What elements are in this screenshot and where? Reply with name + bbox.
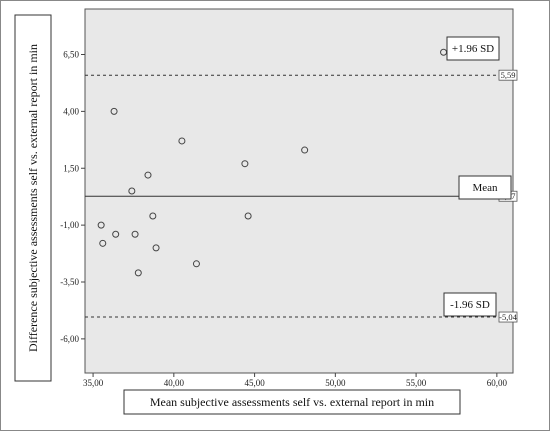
upper-sd-label: +1.96 SD [452,43,494,55]
y-axis-title: Difference subjective assessments self v… [26,44,40,352]
mean-label: Mean [472,182,498,194]
data-point [134,269,142,277]
y-tick-label: -3,50 [60,277,79,287]
x-axis-ticks: 35,00 40,00 45,00 50,00 55,00 60,00 [83,373,508,388]
data-point [178,137,186,145]
plot-area [84,8,514,374]
data-point [241,160,249,168]
data-point [192,260,200,268]
y-tick-label: 1,50 [63,163,79,173]
data-point [244,212,252,220]
data-point [131,230,139,238]
x-tick-label: 50,00 [325,378,346,388]
y-tick-label: -6,00 [60,334,79,344]
x-tick-label: 55,00 [406,378,427,388]
lower-sd-annotation: -1.96 SD [443,292,497,317]
data-point [301,146,309,154]
reference-value-box [498,69,518,81]
data-point [110,107,118,115]
data-points [97,48,448,277]
mean-annotation: Mean [458,175,512,200]
y-axis-title-box: Difference subjective assessments self v… [14,14,52,382]
x-tick-label: 40,00 [164,378,185,388]
data-point [149,212,157,220]
y-tick-label: 6,50 [63,50,79,60]
y-axis-ticks: 6,50 4,00 1,50 -1,00 -3,50 -6,00 [60,50,85,344]
x-tick-label: 45,00 [244,378,265,388]
data-point [99,239,107,247]
data-point [112,230,120,238]
x-axis-title: Mean subjective assessments self vs. ext… [150,395,434,409]
data-point [128,187,136,195]
lower-sd-label: -1.96 SD [450,299,490,311]
x-tick-label: 35,00 [83,378,104,388]
data-point [152,244,160,252]
reference-value-label: 5,59 [501,70,516,80]
reference-value-label: -5,04 [499,312,517,322]
reference-value-box [498,311,518,323]
upper-sd-annotation: +1.96 SD [446,36,500,61]
x-axis-title-box: Mean subjective assessments self vs. ext… [123,389,461,415]
y-tick-label: 4,00 [63,106,79,116]
x-tick-label: 60,00 [487,378,508,388]
y-tick-label: -1,00 [60,220,79,230]
data-point [144,171,152,179]
data-point [97,221,105,229]
